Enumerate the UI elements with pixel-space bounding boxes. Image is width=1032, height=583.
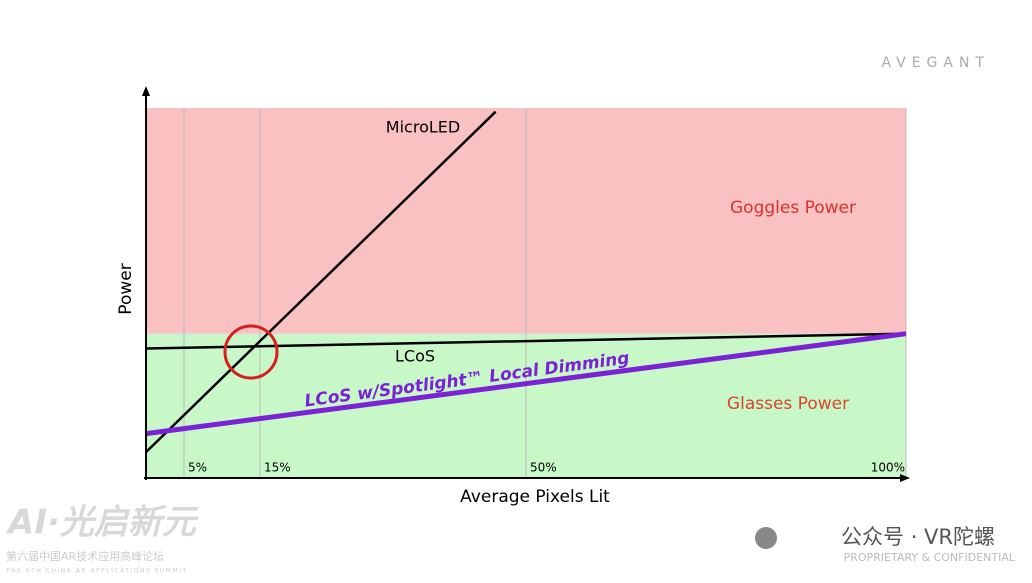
x-tick-label: 100% — [871, 461, 905, 475]
x-axis-arrow — [900, 474, 910, 482]
series-line — [145, 110, 497, 453]
x-tick-label: 50% — [530, 461, 557, 475]
y-axis-arrow — [142, 86, 150, 96]
series-line — [145, 331, 907, 437]
event-name: AI·光启新元 — [5, 503, 199, 543]
footer: PROPRIETARY & CONFIDENTIAL — [844, 551, 1016, 564]
highlight-circle — [223, 324, 279, 380]
region-label: Goggles Power — [730, 198, 856, 218]
region-label: Glasses Power — [727, 394, 849, 414]
x-tick-label: 15% — [264, 461, 291, 475]
x-tick-label: 5% — [188, 461, 207, 475]
series-label: LCoS — [395, 347, 435, 366]
y-axis-label: Power — [116, 263, 136, 314]
series-line — [145, 332, 907, 350]
wechat-icon — [755, 527, 777, 549]
event-subtitle: 第六届中国AR技术应用高峰论坛 — [6, 549, 164, 563]
event-english: THE 6TH CHINA AR APPLICATIONS SUMMIT — [5, 568, 188, 575]
x-axis-label: Average Pixels Lit — [460, 487, 610, 507]
series-label: MicroLED — [386, 118, 460, 137]
watermark: 公众号 · VR陀螺 — [841, 525, 995, 549]
logo: AVEGANT — [881, 55, 990, 71]
